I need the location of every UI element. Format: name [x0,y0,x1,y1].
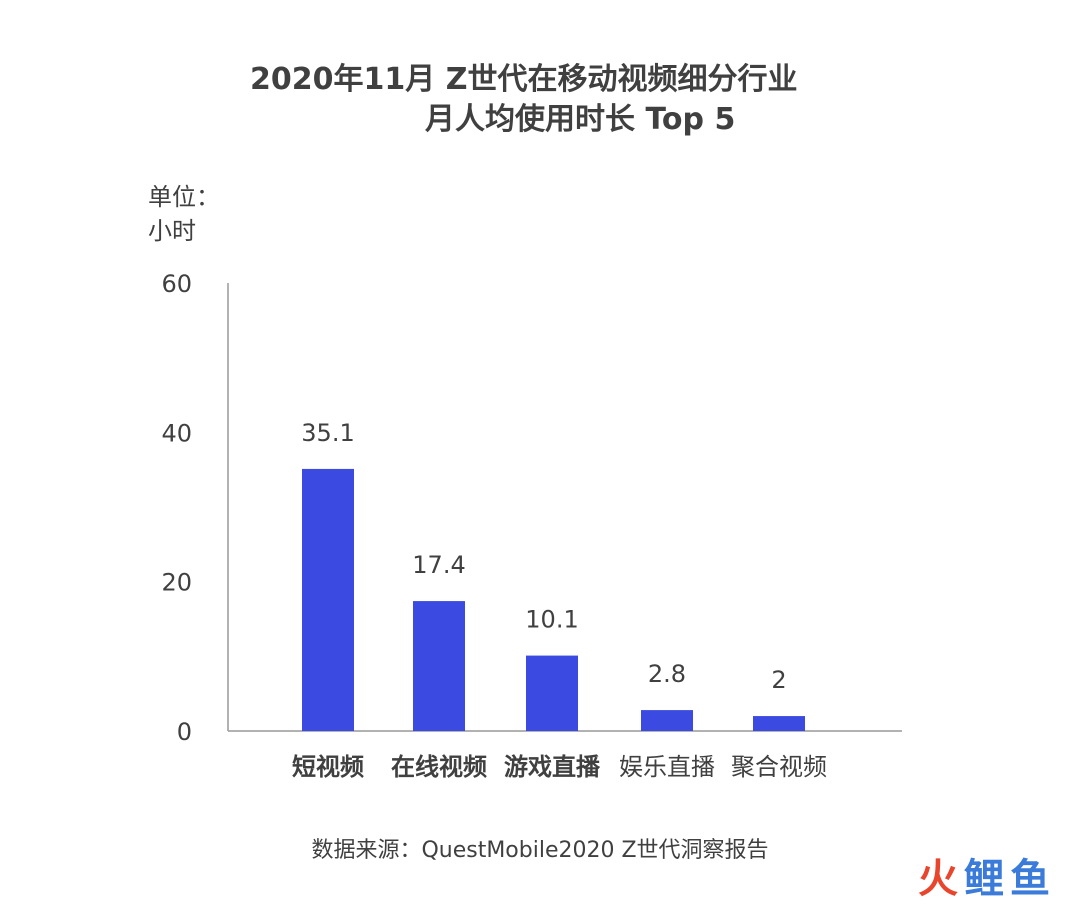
category-label-3: 娱乐直播 [619,753,715,781]
bar-3 [641,710,693,731]
chart-title: 2020年11月 Z世代在移动视频细分行业 [250,62,798,97]
bar-1 [413,601,465,731]
watermark-char-2: 鲤 [964,856,1010,902]
bar-0 [302,468,354,731]
value-label-2: 10.1 [525,606,578,634]
category-label-1: 在线视频 [391,753,487,781]
chart-subtitle: 月人均使用时长 Top 5 [425,102,736,137]
value-label-0: 35.1 [301,419,354,447]
y-unit-line-2: 小时 [148,217,196,245]
y-tick-label-1: 20 [161,569,192,597]
y-tick-label-3: 60 [161,270,192,298]
bar-2 [526,655,578,731]
data-source: 数据来源：QuestMobile2020 Z世代洞察报告 [311,838,769,863]
y-tick-label-0: 0 [177,718,192,746]
watermark-char-3: 鱼 [1010,856,1056,902]
y-unit-line-1: 单位： [148,183,220,211]
y-tick-label-2: 40 [161,419,192,447]
value-label-1: 17.4 [412,551,465,579]
watermark-char-1: 火 [918,856,964,902]
bar-4 [753,716,805,731]
category-label-4: 聚合视频 [731,753,827,781]
category-label-0: 短视频 [292,753,364,781]
value-label-4: 2 [771,666,786,694]
category-label-2: 游戏直播 [504,753,601,781]
y-unit-label: 单位： 小时 [148,180,220,248]
watermark-logo: 火鲤鱼 [918,846,1056,904]
value-label-3: 2.8 [648,660,686,688]
